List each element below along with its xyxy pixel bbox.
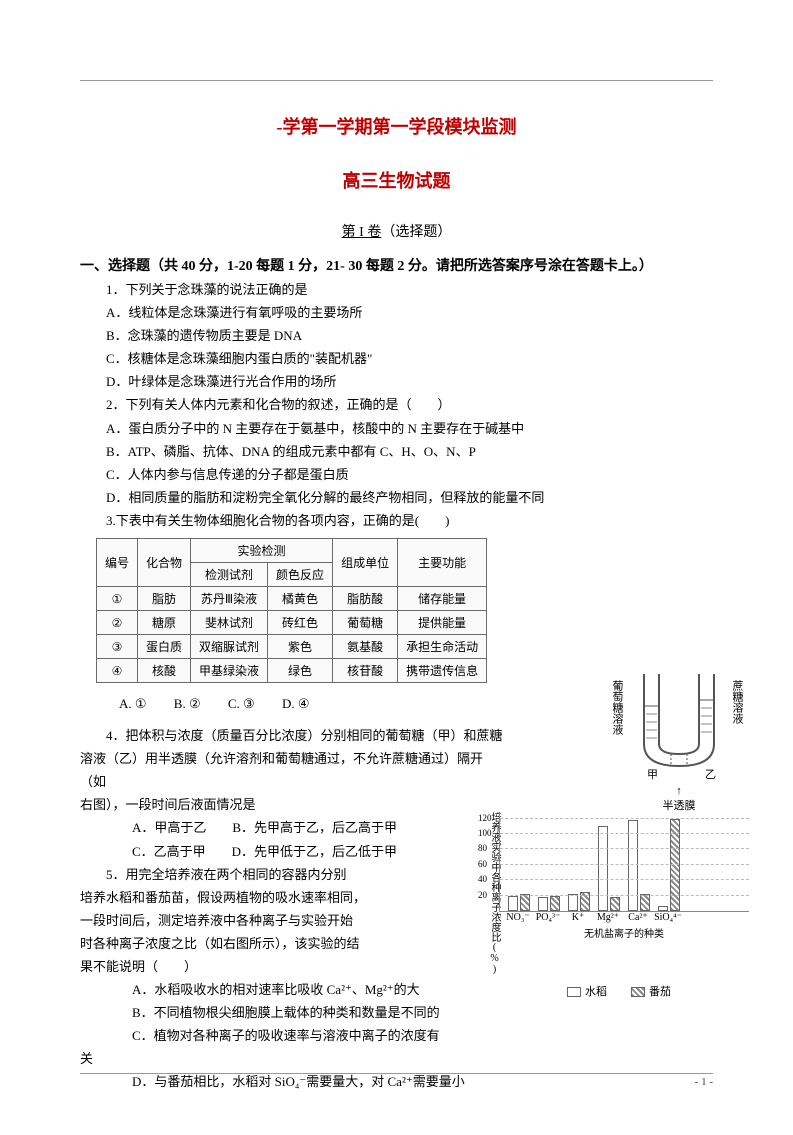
cell: 核苷酸	[333, 659, 398, 683]
cell: 双缩脲试剂	[191, 635, 268, 659]
chart-legend: 水稻 番茄	[489, 983, 749, 999]
q1-stem: 1．下列关于念珠藻的说法正确的是	[80, 279, 713, 301]
cell: 氨基酸	[333, 635, 398, 659]
q5-cx: 关	[80, 1048, 713, 1070]
col-exp: 实验检测	[191, 539, 333, 563]
legend-label-a: 水稻	[585, 986, 607, 998]
cell: 绿色	[268, 659, 333, 683]
page-footer: - 1 -	[80, 1073, 713, 1088]
instructions: 一、选择题（共 40 分，1-20 每题 1 分，21- 30 每题 2 分。请…	[80, 255, 713, 275]
q3-b: B. ②	[174, 696, 201, 711]
section-kana: 第 I 卷	[342, 225, 382, 240]
figure-utube: 葡萄糖溶液 蔗糖溶液 甲 乙 ↑半透膜	[609, 666, 749, 813]
col-compound: 化合物	[138, 539, 191, 587]
table-row: ② 糖原 斐林试剂 砖红色 葡萄糖 提供能量	[97, 611, 487, 635]
cell: 葡萄糖	[333, 611, 398, 635]
q3-stem: 3.下表中有关生物体细胞化合物的各项内容，正确的是( )	[80, 510, 713, 532]
cell: ②	[97, 611, 138, 635]
table-row: ④ 核酸 甲基绿染液 绿色 核苷酸 携带遗传信息	[97, 659, 487, 683]
q5-b: B．不同植物根尖细胞膜上载体的种类和数量是不同的	[80, 1002, 713, 1024]
cell: 砖红色	[268, 611, 333, 635]
q2-a: A．蛋白质分子中的 N 主要存在于氨基中，核酸中的 N 主要存在于碱基中	[80, 418, 713, 440]
col-id: 编号	[97, 539, 138, 587]
cell: 携带遗传信息	[398, 659, 487, 683]
q3-d: D. ④	[282, 696, 310, 711]
legend-swatch-b	[631, 987, 645, 997]
chart-xtitle: 无机盐离子的种类	[499, 925, 749, 940]
col-unit: 组成单位	[333, 539, 398, 587]
title-main: -学第一学期第一学段模块监测	[80, 113, 713, 139]
cell: ①	[97, 587, 138, 611]
q2-d: D．相同质量的脂肪和淀粉完全氧化分解的最终产物相同，但释放的能量不同	[80, 487, 713, 509]
utube-left-label: 葡萄糖溶液	[611, 680, 624, 736]
utube-right-label: 蔗糖溶液	[731, 680, 744, 725]
cell: ③	[97, 635, 138, 659]
cell: 糖原	[138, 611, 191, 635]
q5-c: C．植物对各种离子的吸收速率与溶液中离子的浓度有	[80, 1025, 713, 1047]
legend-swatch-a	[567, 987, 581, 997]
cell: 承担生命活动	[398, 635, 487, 659]
q1-b: B．念珠藻的遗传物质主要是 DNA	[80, 325, 713, 347]
page-number: - 1 -	[695, 1076, 713, 1088]
chart-xlabels: NO₃⁻PO₄³⁻K⁺Mg²⁺Ca²⁺SiO₄⁴⁻	[499, 912, 749, 923]
q2-b: B．ATP、磷脂、抗体、DNA 的组成元素中都有 C、H、O、N、P	[80, 441, 713, 463]
col-func: 主要功能	[398, 539, 487, 587]
title-sub: 高三生物试题	[80, 167, 713, 193]
cell: 苏丹Ⅲ染液	[191, 587, 268, 611]
table-row: ① 脂肪 苏丹Ⅲ染液 橘黄色 脂肪酸 储存能量	[97, 587, 487, 611]
q1-a: A．线粒体是念珠藻进行有氧呼吸的主要场所	[80, 302, 713, 324]
cell: 脂肪酸	[333, 587, 398, 611]
cell: 斐林试剂	[191, 611, 268, 635]
cell: 橘黄色	[268, 587, 333, 611]
utube-bottom-label: 半透膜	[663, 800, 696, 812]
table-row: ③ 蛋白质 双缩脲试剂 紫色 氨基酸 承担生命活动	[97, 635, 487, 659]
utube-mark-left: 甲	[647, 769, 658, 781]
section-label: 第 I 卷（选择题）	[80, 221, 713, 241]
top-rule	[80, 80, 713, 81]
cell: 脂肪	[138, 587, 191, 611]
cell: ④	[97, 659, 138, 683]
q2-c: C．人体内参与信息传递的分子都是蛋白质	[80, 464, 713, 486]
q2-stem: 2．下列有关人体内元素和化合物的叙述，正确的是（ ）	[80, 394, 713, 416]
cell: 甲基绿染液	[191, 659, 268, 683]
col-reagent: 检测试剂	[191, 563, 268, 587]
utube-mark-right: 乙	[705, 768, 716, 781]
q3-a: A. ①	[119, 696, 147, 711]
q1-d: D．叶绿体是念珠藻进行光合作用的场所	[80, 371, 713, 393]
section-paren: （选择题）	[381, 225, 451, 240]
legend-label-b: 番茄	[649, 986, 671, 998]
q3-c: C. ③	[228, 696, 255, 711]
figure-barchart: 培养液实验中各种离子浓度比(%) 20406080100120 NO₃⁻PO₄³…	[489, 812, 749, 999]
cell: 蛋白质	[138, 635, 191, 659]
cell: 紫色	[268, 635, 333, 659]
cell: 核酸	[138, 659, 191, 683]
q3-table: 编号 化合物 实验检测 组成单位 主要功能 检测试剂 颜色反应 ① 脂肪 苏丹Ⅲ…	[96, 538, 713, 683]
cell: 储存能量	[398, 587, 487, 611]
col-color: 颜色反应	[268, 563, 333, 587]
cell: 提供能量	[398, 611, 487, 635]
q1-c: C．核糖体是念珠藻细胞内蛋白质的"装配机器"	[80, 348, 713, 370]
chart-bars: 20406080100120	[499, 812, 749, 912]
